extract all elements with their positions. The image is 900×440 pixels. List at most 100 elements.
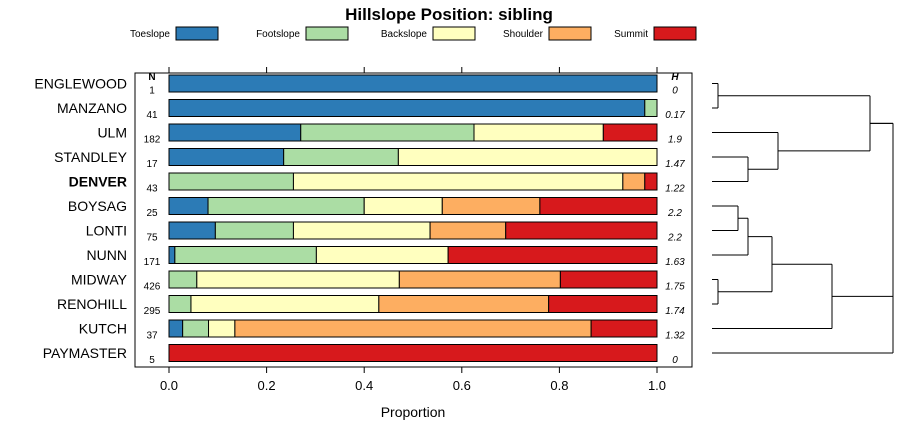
x-axis-title: Proportion (381, 404, 446, 420)
plot-panel-frame (134, 72, 693, 368)
bar-segment-ulm-summit (602, 123, 658, 142)
h-value-midway: 1.75 (665, 282, 685, 293)
bar-segment-kutch-summit (590, 319, 658, 338)
row-label-lonti: LONTI (86, 223, 127, 239)
bar-segment-ulm-toeslope (168, 123, 302, 142)
legend-label-toeslope: Toeslope (130, 29, 170, 40)
bar-segment-nunn-toeslope (168, 246, 176, 264)
bar-segment-denver-footslope (168, 172, 294, 191)
count-column-header: N (148, 72, 155, 83)
chart-title: Hillslope Position: sibling (345, 5, 553, 24)
count-label-boysag: 25 (146, 208, 158, 219)
bar-segment-denver-summit (644, 172, 658, 191)
count-label-manzano: 41 (146, 110, 158, 121)
bar-segment-boysag-backslope (363, 197, 443, 215)
bar-segment-lonti-backslope (292, 221, 431, 240)
legend-swatch-summit (653, 26, 697, 41)
bar-segment-lonti-toeslope (168, 221, 216, 240)
h-value-ulm: 1.9 (668, 135, 682, 146)
count-label-nunn: 171 (144, 257, 161, 268)
bar-segment-nunn-backslope (315, 246, 449, 264)
count-label-denver: 43 (146, 184, 158, 195)
h-value-englewood: 0 (672, 86, 678, 97)
count-label-englewood: 1 (149, 86, 155, 97)
x-tick-label: 0.4 (355, 378, 373, 393)
row-label-standley: STANDLEY (54, 149, 128, 165)
x-tick-label: 0.2 (258, 378, 276, 393)
count-label-standley: 17 (146, 159, 158, 170)
bar-segment-paymaster-summit (168, 344, 658, 362)
h-value-standley: 1.47 (665, 159, 685, 170)
count-label-renohill: 295 (144, 306, 161, 317)
legend: Toeslope Footslope Backslope Shoulder Summit (130, 26, 697, 41)
bars-group (168, 74, 658, 362)
legend-label-footslope: Footslope (256, 29, 300, 40)
bar-segment-renohill-backslope (190, 295, 380, 313)
h-value-nunn: 1.63 (665, 257, 685, 268)
h-value-manzano: 0.17 (665, 110, 685, 121)
bar-segment-denver-shoulder (622, 172, 646, 191)
h-value-renohill: 1.74 (665, 306, 685, 317)
row-label-denver: DENVER (69, 174, 127, 190)
row-label-midway: MIDWAY (71, 272, 128, 288)
x-tick-label: 0.8 (550, 378, 568, 393)
legend-swatch-shoulder (548, 26, 592, 41)
x-tick-label: 1.0 (648, 378, 666, 393)
legend-label-summit: Summit (614, 29, 648, 40)
row-label-englewood: ENGLEWOOD (34, 76, 127, 92)
bar-segment-midway-shoulder (398, 270, 561, 289)
count-label-midway: 426 (144, 282, 161, 293)
bar-segment-midway-summit (559, 270, 658, 289)
row-label-ulm: ULM (97, 125, 127, 141)
bar-segment-kutch-footslope (182, 319, 210, 338)
bar-segment-lonti-summit (505, 221, 658, 240)
legend-label-shoulder: Shoulder (503, 29, 544, 40)
row-label-nunn: NUNN (87, 247, 127, 263)
h-value-boysag: 2.2 (667, 208, 682, 219)
bar-segment-renohill-footslope (168, 295, 192, 313)
row-label-paymaster: PAYMASTER (43, 345, 127, 361)
bar-segment-manzano-toeslope (168, 99, 646, 117)
bar-segment-renohill-summit (548, 295, 658, 313)
count-label-kutch: 37 (146, 331, 158, 342)
bar-segment-boysag-toeslope (168, 197, 209, 215)
h-labels-group: 0 0.17 1.9 1.47 1.22 2.2 2.2 1.63 1.75 1.74 1.32 0 (665, 86, 685, 367)
bar-segment-standley-backslope (397, 148, 658, 166)
row-label-kutch: KUTCH (79, 321, 127, 337)
bar-segment-kutch-shoulder (234, 319, 592, 338)
legend-swatch-backslope (432, 26, 476, 41)
bar-segment-midway-footslope (168, 270, 198, 289)
legend-swatch-toeslope (175, 26, 219, 41)
h-value-kutch: 1.32 (665, 331, 685, 342)
bar-segment-englewood-toeslope (168, 74, 658, 93)
h-value-denver: 1.22 (665, 184, 685, 195)
count-label-lonti: 75 (146, 233, 158, 244)
h-column-header: H (671, 72, 679, 83)
bar-segment-manzano-footslope (644, 99, 658, 117)
bar-segment-midway-backslope (196, 270, 400, 289)
bar-segment-boysag-footslope (207, 197, 365, 215)
bar-segment-ulm-backslope (473, 123, 604, 142)
h-value-lonti: 2.2 (667, 233, 682, 244)
bar-segment-denver-backslope (292, 172, 624, 191)
row-label-manzano: MANZANO (57, 100, 127, 116)
bar-segment-standley-footslope (283, 148, 399, 166)
bar-segment-ulm-footslope (300, 123, 475, 142)
bar-segment-boysag-shoulder (441, 197, 541, 215)
dendrogram (712, 83, 894, 354)
legend-swatch-footslope (305, 26, 349, 41)
bar-segment-lonti-footslope (214, 221, 294, 240)
x-tick-label: 0.0 (160, 378, 178, 393)
count-labels-group: 1 41 182 17 43 25 75 171 426 295 37 5 (144, 86, 161, 367)
bar-segment-renohill-shoulder (378, 295, 550, 313)
x-tick-label: 0.6 (453, 378, 471, 393)
h-value-paymaster: 0 (672, 355, 678, 366)
x-axis: 0.0 0.2 0.4 0.6 0.8 1.0 (160, 67, 666, 393)
bar-segment-boysag-summit (539, 197, 658, 215)
bar-segment-kutch-toeslope (168, 319, 184, 338)
bar-segment-nunn-summit (447, 246, 658, 264)
bar-segment-kutch-backslope (208, 319, 236, 338)
row-labels-group: ENGLEWOOD MANZANO ULM STANDLEY DENVER BOYSAG L… (34, 76, 127, 362)
